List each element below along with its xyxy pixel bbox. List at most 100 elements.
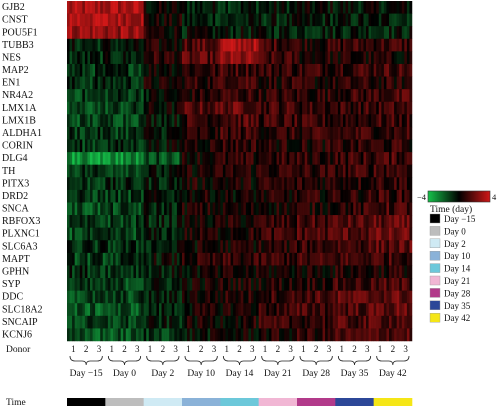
heatmap-cell <box>312 278 316 291</box>
heatmap-cell <box>314 13 318 27</box>
heatmap-cell <box>243 252 247 266</box>
heatmap-cell <box>187 189 190 203</box>
heatmap-cell <box>381 139 385 153</box>
heatmap-cell <box>197 202 201 216</box>
heatmap-cell <box>171 139 175 153</box>
heatmap-cell <box>348 189 351 203</box>
heatmap-cell <box>87 265 91 279</box>
heatmap-cell <box>136 240 139 254</box>
heatmap-cell <box>399 152 403 165</box>
heatmap-cell <box>113 139 116 153</box>
heatmap-cell <box>271 89 275 102</box>
heatmap-cell <box>268 328 272 342</box>
heatmap-cell <box>381 177 385 191</box>
heatmap-cell <box>120 303 124 317</box>
heatmap-cell <box>271 177 275 191</box>
heatmap-cell <box>263 290 267 304</box>
heatmap-cell <box>256 303 259 317</box>
heatmap-cell <box>202 189 206 203</box>
heatmap-cell <box>92 315 96 329</box>
heatmap-cell <box>248 152 252 165</box>
heatmap-cell <box>386 13 390 27</box>
heatmap-cell <box>118 76 121 90</box>
heatmap-cell <box>151 1 155 14</box>
heatmap-cell <box>340 227 344 241</box>
heatmap-cell <box>325 63 328 77</box>
heatmap-cell <box>164 265 167 279</box>
heatmap-cell <box>360 1 364 14</box>
heatmap-cell <box>289 26 293 40</box>
heatmap-cell <box>67 240 70 254</box>
heatmap-cell <box>110 215 114 228</box>
heatmap-cell <box>299 227 303 241</box>
heatmap-cell <box>118 164 121 178</box>
heatmap-cell <box>105 38 109 52</box>
heatmap-cell <box>82 26 86 40</box>
heatmap-cell <box>304 26 308 40</box>
heatmap-cell <box>271 76 275 90</box>
heatmap-cell <box>230 290 234 304</box>
time-color-segment <box>143 398 183 406</box>
heatmap-cell <box>79 114 83 128</box>
heatmap-cell <box>258 139 262 153</box>
heatmap-cell <box>171 126 175 140</box>
heatmap-cell <box>169 215 173 228</box>
heatmap-cell <box>274 1 277 14</box>
heatmap-cell <box>146 252 150 266</box>
heatmap-cell <box>169 114 173 128</box>
heatmap-cell <box>332 240 336 254</box>
heatmap-cell <box>366 89 369 102</box>
heatmap-cell <box>118 126 121 140</box>
heatmap-cell <box>212 177 216 191</box>
heatmap-cell <box>233 278 236 291</box>
heatmap-cell <box>92 215 96 228</box>
heatmap-cell <box>327 38 331 52</box>
heatmap-cell <box>95 101 98 115</box>
heatmap-cell <box>125 114 129 128</box>
heatmap-cell <box>348 290 351 304</box>
heatmap-cell <box>182 290 185 304</box>
heatmap-cell <box>307 101 311 115</box>
heatmap-cell <box>335 215 339 228</box>
heatmap-cell <box>332 114 336 128</box>
heatmap-cell <box>118 1 121 14</box>
heatmap-cell <box>406 126 410 140</box>
heatmap-cell <box>404 202 408 216</box>
heatmap-cell <box>291 38 295 52</box>
heatmap-cell <box>373 227 377 241</box>
heatmap-cell <box>159 114 162 128</box>
heatmap-cell <box>141 76 144 90</box>
heatmap-cell <box>205 164 208 178</box>
heatmap-cell <box>368 252 372 266</box>
heatmap-cell <box>286 215 290 228</box>
heatmap-cell <box>215 328 219 342</box>
heatmap-cell <box>314 177 318 191</box>
timepoint-brace <box>107 355 142 366</box>
heatmap-cell <box>404 315 408 329</box>
heatmap-cell <box>281 215 285 228</box>
heatmap-cell <box>258 252 262 266</box>
heatmap-cell <box>360 202 364 216</box>
heatmap-cell <box>79 164 83 178</box>
heatmap-cell <box>233 89 236 102</box>
heatmap-cell <box>320 114 323 128</box>
heatmap-cell <box>169 26 173 40</box>
heatmap-cell <box>115 278 119 291</box>
heatmap-cell <box>225 38 229 52</box>
heatmap-cell <box>113 265 116 279</box>
heatmap-cell <box>136 126 139 140</box>
heatmap-cell <box>304 51 308 65</box>
heatmap-cell <box>409 240 413 254</box>
heatmap-cell <box>383 126 387 140</box>
heatmap-cell <box>102 152 106 165</box>
heatmap-cell <box>217 303 221 317</box>
heatmap-cell <box>125 215 129 228</box>
heatmap-cell <box>207 51 211 65</box>
heatmap-cell <box>297 13 300 27</box>
heatmap-cell <box>217 38 221 52</box>
heatmap-cell <box>401 252 405 266</box>
heatmap-cell <box>151 315 155 329</box>
heatmap-cell <box>74 51 78 65</box>
heatmap-cell <box>194 189 198 203</box>
heatmap-cell <box>274 240 277 254</box>
